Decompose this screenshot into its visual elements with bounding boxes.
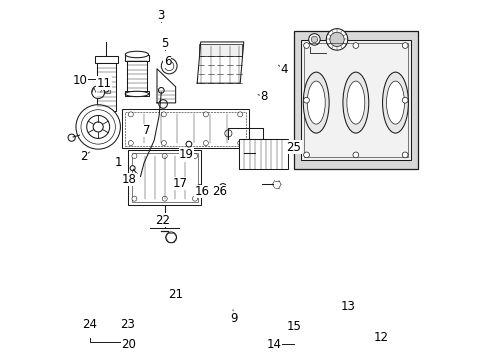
Bar: [124, 112, 246, 145]
Text: 10: 10: [73, 74, 87, 87]
Text: 4: 4: [280, 63, 287, 76]
Bar: [127, 56, 146, 92]
Text: 15: 15: [286, 320, 301, 333]
Text: 22: 22: [155, 214, 170, 227]
Circle shape: [192, 196, 197, 201]
Circle shape: [102, 85, 109, 92]
Circle shape: [128, 112, 133, 117]
Circle shape: [81, 110, 115, 144]
Circle shape: [402, 42, 407, 48]
Circle shape: [352, 152, 358, 158]
Circle shape: [164, 61, 174, 71]
Circle shape: [219, 184, 226, 191]
Circle shape: [162, 196, 167, 201]
Circle shape: [197, 185, 202, 190]
Text: 11: 11: [96, 77, 111, 90]
Circle shape: [237, 140, 242, 145]
Circle shape: [329, 32, 344, 46]
Circle shape: [128, 140, 133, 145]
Bar: [301, 40, 410, 160]
Bar: [239, 139, 287, 169]
Bar: [131, 153, 198, 202]
Text: 25: 25: [286, 140, 301, 153]
Bar: [304, 43, 407, 157]
Circle shape: [203, 140, 208, 145]
Ellipse shape: [125, 91, 148, 96]
Circle shape: [92, 86, 104, 99]
Ellipse shape: [306, 81, 325, 124]
Ellipse shape: [382, 72, 407, 133]
Text: 17: 17: [173, 177, 188, 190]
Text: 6: 6: [163, 55, 171, 68]
Bar: [122, 109, 249, 148]
Ellipse shape: [303, 72, 328, 133]
Text: 3: 3: [157, 9, 164, 22]
Text: 5: 5: [161, 37, 168, 50]
Text: 13: 13: [340, 300, 355, 313]
Circle shape: [402, 152, 407, 158]
Circle shape: [130, 166, 135, 171]
Text: 23: 23: [120, 318, 135, 331]
Circle shape: [237, 112, 242, 117]
Circle shape: [303, 152, 309, 158]
Bar: [125, 91, 148, 96]
Circle shape: [93, 122, 103, 132]
Bar: [99, 111, 114, 117]
Text: 20: 20: [122, 338, 136, 351]
Circle shape: [303, 42, 309, 48]
Text: 14: 14: [266, 338, 281, 351]
Circle shape: [161, 112, 166, 117]
Text: 2: 2: [80, 150, 87, 163]
Circle shape: [132, 153, 137, 158]
Ellipse shape: [99, 114, 114, 119]
Text: 8: 8: [260, 90, 267, 103]
Text: 16: 16: [194, 185, 209, 198]
Circle shape: [158, 87, 164, 93]
Ellipse shape: [125, 51, 148, 58]
Text: 19: 19: [179, 148, 194, 161]
Text: 18: 18: [122, 173, 136, 186]
Ellipse shape: [386, 81, 404, 124]
Circle shape: [352, 42, 358, 48]
Circle shape: [303, 97, 309, 103]
Bar: [100, 83, 110, 93]
Text: 1: 1: [114, 156, 122, 169]
Circle shape: [402, 97, 407, 103]
Text: 7: 7: [143, 124, 150, 137]
Circle shape: [180, 177, 185, 183]
Text: 9: 9: [229, 311, 237, 325]
Ellipse shape: [342, 72, 368, 133]
Circle shape: [86, 116, 109, 138]
Bar: [97, 63, 116, 111]
Text: 12: 12: [372, 330, 387, 343]
Circle shape: [76, 105, 120, 149]
Circle shape: [308, 34, 320, 45]
Bar: [293, 31, 417, 169]
Circle shape: [161, 140, 166, 145]
Circle shape: [192, 153, 197, 158]
Circle shape: [161, 58, 177, 74]
Circle shape: [221, 185, 224, 189]
Circle shape: [165, 232, 176, 243]
Circle shape: [162, 153, 167, 158]
Circle shape: [310, 36, 317, 42]
Polygon shape: [197, 42, 244, 83]
Bar: [199, 44, 242, 57]
Text: 24: 24: [82, 318, 97, 331]
Circle shape: [203, 112, 208, 117]
Text: 26: 26: [212, 185, 227, 198]
Bar: [125, 55, 148, 60]
Circle shape: [185, 141, 191, 147]
Text: 21: 21: [168, 288, 183, 301]
Circle shape: [224, 130, 231, 137]
Bar: [128, 149, 201, 205]
Circle shape: [159, 100, 167, 108]
Bar: [95, 56, 118, 63]
Circle shape: [68, 134, 75, 141]
Polygon shape: [157, 69, 175, 103]
Ellipse shape: [346, 81, 364, 124]
Circle shape: [325, 29, 347, 50]
Circle shape: [132, 196, 137, 201]
Circle shape: [254, 149, 261, 157]
